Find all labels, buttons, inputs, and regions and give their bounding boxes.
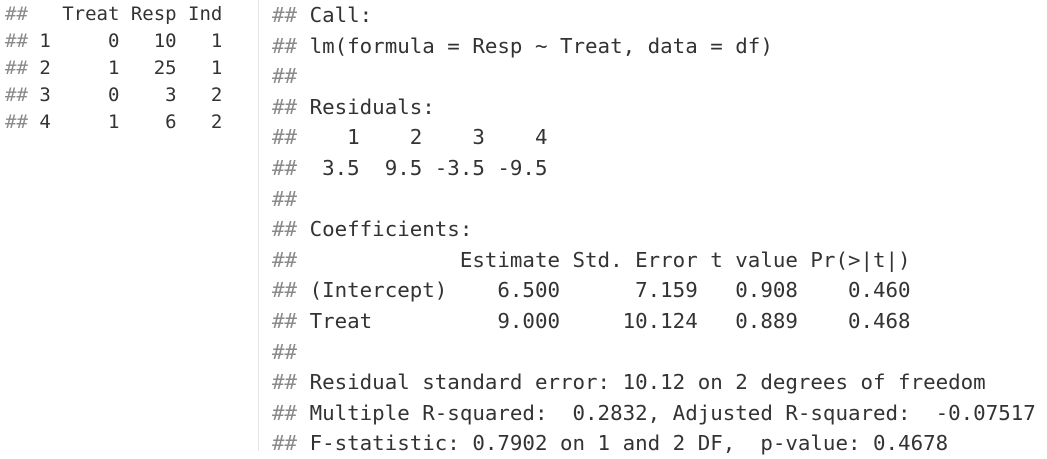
output-line: ## Treat 9.000 10.124 0.889 0.468	[272, 306, 1047, 337]
output-text: Estimate Std. Error t value Pr(>|t|)	[297, 247, 911, 272]
comment-prefix: ##	[5, 111, 28, 133]
comment-prefix: ##	[272, 217, 298, 242]
output-line: ##	[272, 61, 1047, 92]
output-line: ## 3.5 9.5 -3.5 -9.5	[272, 153, 1047, 184]
comment-prefix: ##	[272, 64, 298, 89]
output-line: ## Multiple R-squared: 0.2832, Adjusted …	[272, 398, 1047, 429]
comment-prefix: ##	[272, 94, 298, 119]
output-line: ## Coefficients:	[272, 214, 1047, 245]
data-frame-output: ## Treat Resp Ind ## 1 0 10 1 ## 2 1 25 1 #…	[5, 1, 250, 136]
output-line: ## 4 1 6 2	[5, 109, 250, 136]
output-line: ## lm(formula = Resp ~ Treat, data = df)	[272, 31, 1047, 62]
comment-prefix: ##	[5, 3, 28, 25]
output-line: ## 1 2 3 4	[272, 122, 1047, 153]
output-text: (Intercept) 6.500 7.159 0.908 0.460	[297, 278, 911, 303]
comment-prefix: ##	[272, 186, 298, 211]
comment-prefix: ##	[272, 339, 298, 364]
output-text: Multiple R-squared: 0.2832, Adjusted R-s…	[297, 400, 1036, 425]
output-line: ## 3 0 3 2	[5, 82, 250, 109]
output-text: Coefficients:	[297, 217, 473, 242]
output-text: 3 0 3 2	[27, 84, 223, 106]
output-text: 1 2 3 4	[297, 125, 548, 150]
comment-prefix: ##	[5, 30, 28, 52]
output-text: 4 1 6 2	[27, 111, 223, 133]
comment-prefix: ##	[5, 84, 28, 106]
comment-prefix: ##	[272, 155, 298, 180]
comment-prefix: ##	[272, 370, 298, 395]
model-summary-output: ## Call: ## lm(formula = Resp ~ Treat, da…	[258, 0, 1047, 455]
output-line: ## Estimate Std. Error t value Pr(>|t|)	[272, 245, 1047, 276]
output-text: Residual standard error: 10.12 on 2 degr…	[297, 370, 986, 395]
output-text: Treat 9.000 10.124 0.889 0.468	[297, 308, 911, 333]
output-text: 3.5 9.5 -3.5 -9.5	[297, 155, 548, 180]
output-text: F-statistic: 0.7902 on 1 and 2 DF, p-val…	[297, 431, 949, 456]
output-line: ## F-statistic: 0.7902 on 1 and 2 DF, p-…	[272, 428, 1047, 459]
output-line: ## Residual standard error: 10.12 on 2 d…	[272, 367, 1047, 398]
output-line: ## Residuals:	[272, 92, 1047, 123]
output-line: ## (Intercept) 6.500 7.159 0.908 0.460	[272, 275, 1047, 306]
comment-prefix: ##	[5, 57, 28, 79]
comment-prefix: ##	[272, 33, 298, 58]
output-text: Treat Resp Ind	[27, 3, 223, 25]
output-line: ##	[272, 337, 1047, 368]
comment-prefix: ##	[272, 278, 298, 303]
output-text: Residuals:	[297, 94, 435, 119]
output-text: 1 0 10 1	[27, 30, 223, 52]
output-line: ## Treat Resp Ind	[5, 1, 250, 28]
output-line: ##	[272, 184, 1047, 215]
output-line: ## Call:	[272, 0, 1047, 31]
comment-prefix: ##	[272, 400, 298, 425]
comment-prefix: ##	[272, 308, 298, 333]
output-line: ## 2 1 25 1	[5, 55, 250, 82]
output-text: 2 1 25 1	[27, 57, 223, 79]
comment-prefix: ##	[272, 125, 298, 150]
output-text: lm(formula = Resp ~ Treat, data = df)	[297, 33, 773, 58]
output-text: Call:	[297, 3, 373, 27]
output-line: ## 1 0 10 1	[5, 28, 250, 55]
comment-prefix: ##	[272, 3, 298, 27]
comment-prefix: ##	[272, 247, 298, 272]
comment-prefix: ##	[272, 431, 298, 456]
